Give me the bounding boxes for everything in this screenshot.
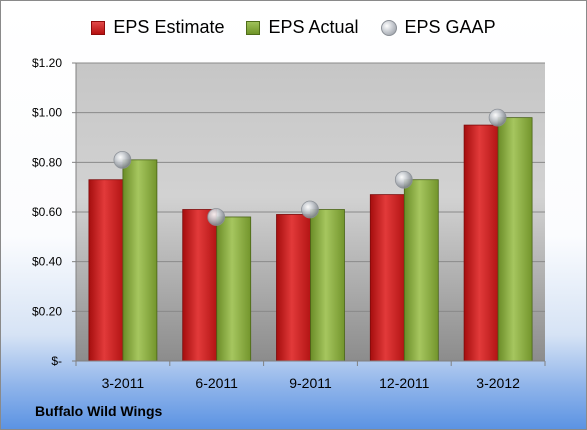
y-axis-ticks: $- $0.20 $0.40 $0.60 $0.80 $1.00 $1.20 [32,56,76,368]
bar-eps-actual [310,209,345,362]
bar-eps-estimate [369,194,405,362]
marker-eps-gaap [394,170,413,189]
y-tick-label: $0.20 [32,304,62,318]
bars [88,117,533,362]
legend-swatch-estimate [91,20,106,35]
bar-eps-estimate [182,209,218,362]
bar-eps-estimate [88,179,124,362]
legend: EPS Estimate EPS Actual EPS GAAP [1,17,586,38]
legend-swatch-actual [246,20,261,35]
company-label: Buffalo Wild Wings [35,403,163,419]
marker-eps-gaap [207,208,226,226]
bar-eps-actual [122,159,158,362]
legend-item-estimate: EPS Estimate [91,17,224,38]
x-tick-label: 12-2011 [379,375,430,391]
bar-eps-estimate [463,124,499,362]
bar-eps-estimate [276,214,311,362]
bar-eps-actual [403,179,439,362]
y-tick-label: $1.00 [32,106,62,120]
bar-eps-actual [497,117,533,362]
marker-eps-gaap [113,150,132,169]
y-tick-label: $0.60 [32,205,62,219]
x-tick-label: 9-2011 [289,375,332,391]
legend-item-actual: EPS Actual [246,17,359,38]
marker-eps-gaap [488,108,507,127]
bar-eps-actual [216,216,252,362]
x-tick-label: 3-2012 [476,375,520,391]
marker-eps-gaap [301,200,319,219]
x-tick-label: 3-2011 [102,375,145,391]
legend-label-actual: EPS Actual [268,17,359,37]
y-tick-label: $- [51,354,62,368]
y-tick-label: $1.20 [32,56,62,70]
x-axis-ticks: 3-2011 6-2011 9-2011 12-2011 3-2012 [75,361,546,391]
legend-label-gaap: EPS GAAP [404,17,496,37]
y-tick-label: $0.80 [32,155,62,169]
x-tick-label: 6-2011 [195,375,238,391]
gaap-markers [113,108,507,226]
legend-swatch-gaap [380,19,397,36]
legend-item-gaap: EPS GAAP [380,17,496,38]
y-tick-label: $0.40 [32,255,62,269]
legend-label-estimate: EPS Estimate [113,17,225,37]
